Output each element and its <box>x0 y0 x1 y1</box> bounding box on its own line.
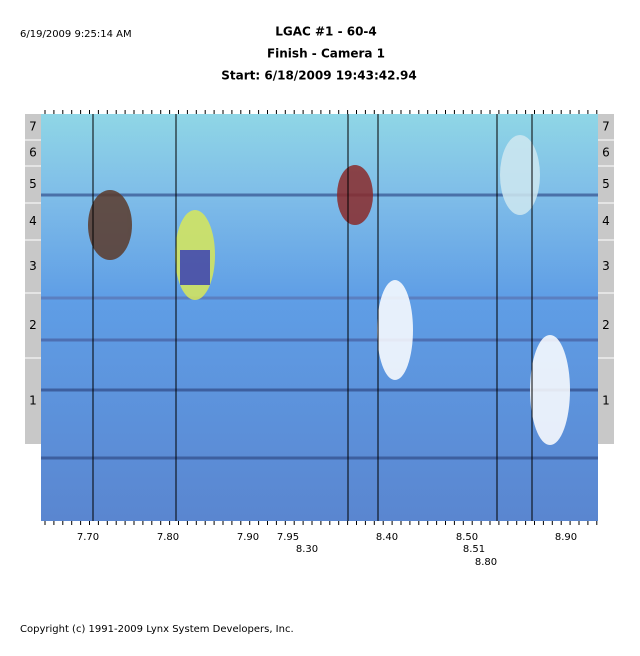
timestamp: 6/19/2009 9:25:14 AM <box>20 29 132 40</box>
time-label: 8.51 <box>463 544 485 555</box>
copyright: Copyright (c) 1991-2009 Lynx System Deve… <box>20 624 294 635</box>
lane-label: 1 <box>29 394 37 408</box>
time-lines <box>92 114 533 521</box>
lane-label: 6 <box>29 146 37 160</box>
runners <box>88 135 570 445</box>
lane-label: 4 <box>29 214 37 228</box>
time-label: 7.80 <box>157 532 179 543</box>
time-label: 8.90 <box>555 532 577 543</box>
lane-label: 4 <box>602 214 610 228</box>
time-label: 7.95 <box>277 532 299 543</box>
start-time: Start: 6/18/2009 19:43:42.94 <box>221 69 416 83</box>
subtitle: Finish - Camera 1 <box>267 47 385 61</box>
time-label: 8.30 <box>296 544 318 555</box>
lane-label: 6 <box>602 146 610 160</box>
time-label: 8.50 <box>456 532 478 543</box>
lane-label: 5 <box>602 177 610 191</box>
time-label: 7.90 <box>237 532 259 543</box>
lane-label: 3 <box>602 259 610 273</box>
time-label: 7.70 <box>77 532 99 543</box>
lane-column-right <box>598 114 614 444</box>
time-label: 8.80 <box>475 557 497 568</box>
lane-label: 7 <box>29 120 37 134</box>
lane-label: 2 <box>602 318 610 332</box>
title: LGAC #1 - 60-4 <box>275 25 377 39</box>
time-label: 8.40 <box>376 532 398 543</box>
lane-label: 7 <box>602 120 610 134</box>
lane-label: 5 <box>29 177 37 191</box>
axis-ticks <box>44 110 598 525</box>
lane-column-left <box>25 114 41 444</box>
lane-label: 3 <box>29 259 37 273</box>
lane-label: 1 <box>602 394 610 408</box>
lane-label: 2 <box>29 318 37 332</box>
